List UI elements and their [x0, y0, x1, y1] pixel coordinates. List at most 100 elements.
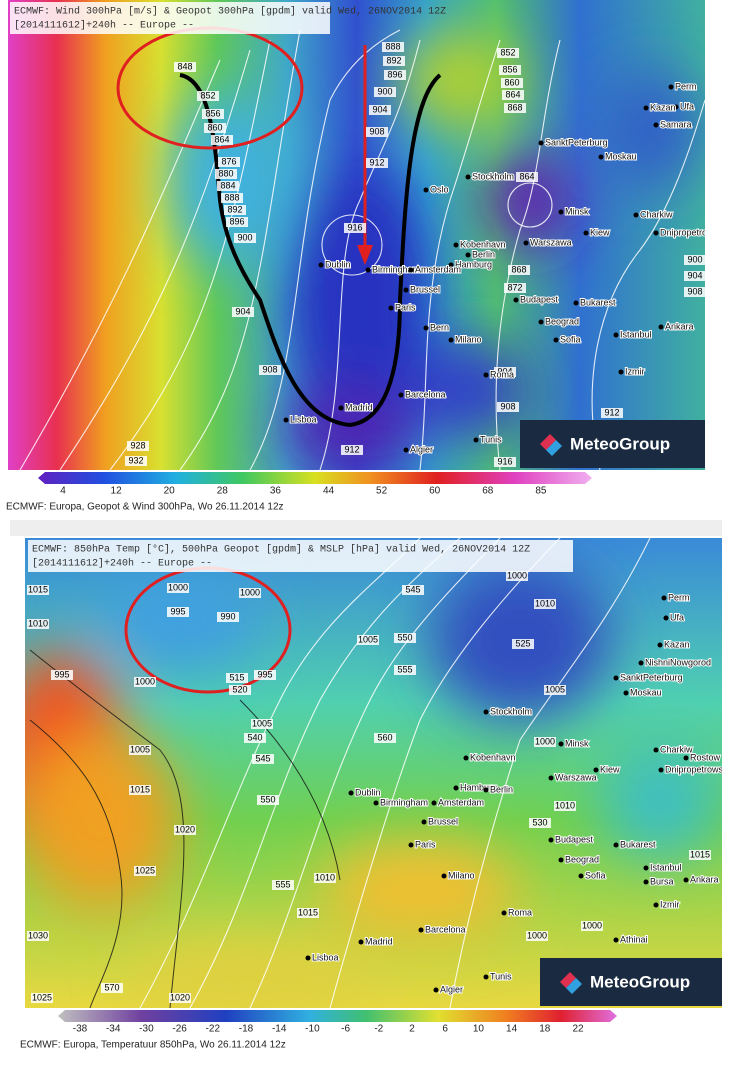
- contour-label-box: [257, 795, 279, 805]
- colorbar-label: 12: [111, 486, 123, 497]
- city-label: Moskau: [605, 151, 637, 161]
- city-dot: [483, 709, 489, 715]
- caption: ECMWF: Europa, Geopot & Wind 300hPa, Wo …: [6, 502, 284, 513]
- colorbar-label: 14: [506, 1024, 518, 1035]
- contour-label-box: [554, 801, 576, 811]
- contour-label: 864: [519, 171, 534, 181]
- contour-label: 876: [221, 156, 236, 166]
- contour-label-box: [27, 931, 49, 941]
- contour-label-box: [384, 70, 406, 80]
- city-label: Athinai: [620, 934, 648, 944]
- contour-label-box: [689, 850, 711, 860]
- contour-label-box: [526, 931, 548, 941]
- colorbar-label: -10: [305, 1024, 320, 1035]
- contour-label-box: [174, 62, 196, 72]
- contour-label-box: [197, 91, 219, 101]
- contour-label-box: [234, 233, 256, 243]
- contour-label-box: [534, 737, 556, 747]
- contour-label-box: [272, 880, 294, 890]
- contour-label-box: [226, 217, 248, 227]
- city-dot: [658, 324, 664, 330]
- city-label: Birmingham: [372, 264, 420, 274]
- city-label: Kobenhavn: [460, 239, 506, 249]
- contour-label-box: [581, 921, 603, 931]
- city-label: Dnipropetrowsk: [660, 227, 723, 237]
- city-dot: [668, 84, 674, 90]
- contour-label: 860: [504, 77, 519, 87]
- colorbar-label: 60: [429, 486, 441, 497]
- city-dot: [403, 287, 409, 293]
- contour-label-box: [211, 135, 233, 145]
- contour-label: 520: [232, 684, 247, 694]
- contour-label-box: [516, 172, 538, 182]
- city-dot: [453, 242, 459, 248]
- contour-label-box: [314, 873, 336, 883]
- contour-label: 1020: [175, 824, 195, 834]
- city-dot: [553, 337, 559, 343]
- contour-label-box: [215, 169, 237, 179]
- city-dot: [548, 837, 554, 843]
- contour-label: 888: [385, 41, 400, 51]
- contour-label-box: [221, 193, 243, 203]
- city-dot: [653, 902, 659, 908]
- city-dot: [598, 154, 604, 160]
- contour-label: 872: [507, 282, 522, 292]
- contour-label: 856: [502, 64, 517, 74]
- contour-label: 1005: [252, 718, 272, 728]
- city-label: Lisboa: [312, 952, 339, 962]
- city-label: Stockholm: [472, 171, 514, 181]
- city-dot: [653, 122, 659, 128]
- contour-label: 1000: [240, 587, 260, 597]
- contour-label-box: [254, 670, 276, 680]
- city-dot: [465, 174, 471, 180]
- contour-label: 1010: [535, 598, 555, 608]
- city-label: Perm: [675, 81, 697, 91]
- city-dot: [373, 800, 379, 806]
- city-label: Brussel: [410, 284, 440, 294]
- contour-label: 868: [511, 264, 526, 274]
- city-label: Kazan: [650, 102, 676, 112]
- contour-label: 530: [532, 817, 547, 827]
- city-label: Algier: [440, 984, 463, 994]
- city-label: Madrid: [365, 936, 393, 946]
- city-label: NishniNowgorod: [645, 657, 711, 667]
- colorbar-label: 68: [482, 486, 494, 497]
- city-label: Brussel: [428, 816, 458, 826]
- contour-label-box: [297, 908, 319, 918]
- contour-label-box: [502, 90, 524, 100]
- city-dot: [338, 405, 344, 411]
- city-dot: [613, 332, 619, 338]
- city-dot: [365, 267, 371, 273]
- contour-label: 555: [397, 664, 412, 674]
- contour-label: 900: [377, 86, 392, 96]
- contour-label-box: [374, 733, 396, 743]
- contour-label: 912: [604, 407, 619, 417]
- colorbar-label: 22: [572, 1024, 584, 1035]
- city-dot: [433, 987, 439, 993]
- city-dot: [388, 305, 394, 311]
- contour-label: 928: [130, 440, 145, 450]
- city-dot: [657, 642, 663, 648]
- colorbar-label: 85: [535, 486, 547, 497]
- contour-label: 904: [235, 306, 250, 316]
- city-dot: [578, 873, 584, 879]
- city-dot: [683, 755, 689, 761]
- city-label: Sofia: [560, 334, 581, 344]
- contour-label: 852: [200, 90, 215, 100]
- city-label: Kiew: [600, 764, 620, 774]
- city-dot: [431, 800, 437, 806]
- contour-label: 912: [369, 157, 384, 167]
- contour-label-box: [366, 127, 388, 137]
- colorbar-label: 20: [164, 486, 176, 497]
- contour-label-box: [394, 665, 416, 675]
- city-label: Amsterdam: [438, 797, 484, 807]
- contour-label: 1015: [690, 849, 710, 859]
- colorbar-label: 28: [217, 486, 229, 497]
- temperature-map: 1015 1010 995 1000 1005 1015 1020 1025 1030 1025 5…: [25, 538, 722, 1008]
- contour-label-box: [229, 685, 251, 695]
- header-line: ECMWF: 850hPa Temp [°C], 500hPa Geopot […: [32, 544, 530, 556]
- city-label: Barcelona: [425, 924, 466, 934]
- contour-label-box: [374, 87, 396, 97]
- contour-label-box: [125, 456, 147, 466]
